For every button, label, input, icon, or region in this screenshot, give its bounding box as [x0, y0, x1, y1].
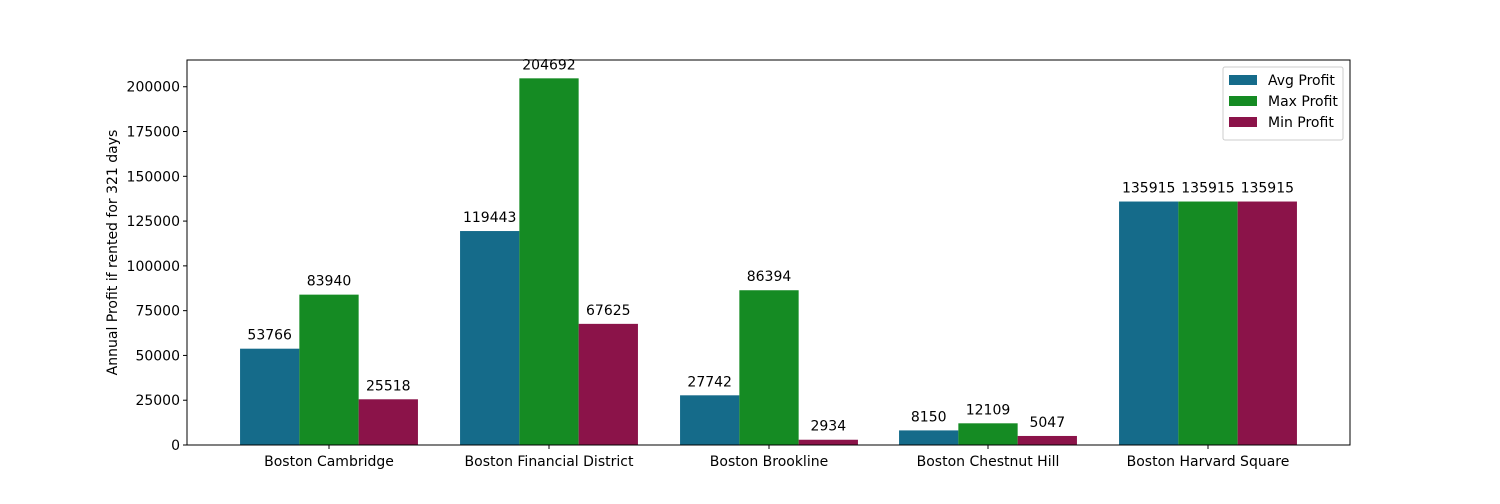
data-label: 53766 — [247, 328, 292, 344]
data-labels-layer: 53766 83940 25518 119443 204692 67625 27742 863… — [247, 57, 1294, 434]
x-tick-label: Boston Cambridge — [264, 454, 394, 470]
bar-avg-profit-5 — [1119, 201, 1179, 445]
bar-avg-profit-1 — [240, 348, 300, 445]
bars-layer — [240, 78, 1297, 445]
x-tick-label: Boston Harvard Square — [1127, 454, 1290, 470]
data-label: 135915 — [1122, 181, 1175, 197]
x-tick-label: Boston Brookline — [710, 454, 828, 470]
data-label: 2934 — [810, 419, 846, 435]
bar-max-profit-3 — [739, 290, 799, 445]
legend-label: Avg Profit — [1268, 73, 1335, 89]
bar-min-profit-5 — [1237, 201, 1297, 445]
y-tick-label: 125000 — [127, 214, 180, 230]
data-label: 8150 — [911, 409, 947, 425]
y-tick-label: 100000 — [127, 259, 180, 275]
x-tick-label: Boston Chestnut Hill — [917, 454, 1060, 470]
bar-min-profit-2 — [578, 323, 638, 445]
x-tick-label: Boston Financial District — [465, 454, 634, 470]
bar-min-profit-4 — [1017, 435, 1077, 445]
y-tick-label: 200000 — [127, 80, 180, 96]
bar-avg-profit-4 — [899, 430, 959, 445]
bar-max-profit-2 — [519, 78, 579, 445]
legend-swatch — [1229, 75, 1257, 85]
bar-avg-profit-3 — [680, 395, 740, 445]
data-label: 119443 — [463, 210, 516, 226]
legend-label: Min Profit — [1268, 115, 1334, 131]
bar-max-profit-5 — [1178, 201, 1238, 445]
bar-max-profit-4 — [958, 423, 1018, 445]
legend-swatch — [1229, 117, 1257, 127]
data-label: 25518 — [366, 378, 411, 394]
bar-min-profit-1 — [358, 399, 418, 445]
y-axis: 0 25000 50000 75000 100000 125000 150000 175000… — [127, 80, 187, 454]
x-axis: Boston Cambridge Boston Financial Distric… — [264, 445, 1289, 470]
data-label: 135915 — [1241, 181, 1294, 197]
bar-min-profit-3 — [798, 439, 858, 445]
data-label: 135915 — [1181, 181, 1234, 197]
legend: Avg Profit Max Profit Min Profit — [1222, 66, 1344, 141]
data-label: 5047 — [1029, 415, 1065, 431]
y-tick-label: 0 — [171, 438, 180, 454]
data-label: 83940 — [307, 274, 352, 290]
y-tick-label: 150000 — [127, 169, 180, 185]
data-label: 204692 — [522, 57, 575, 73]
legend-swatch — [1229, 96, 1257, 106]
data-label: 67625 — [586, 303, 631, 319]
bar-avg-profit-2 — [460, 231, 520, 445]
y-tick-label: 75000 — [135, 304, 180, 320]
data-label: 86394 — [747, 269, 792, 285]
bar-max-profit-1 — [299, 294, 359, 445]
data-label: 27742 — [687, 374, 732, 390]
y-tick-label: 25000 — [135, 393, 180, 409]
y-tick-label: 175000 — [127, 125, 180, 141]
data-label: 12109 — [966, 402, 1011, 418]
y-tick-label: 50000 — [135, 348, 180, 364]
y-axis-label: Annual Profit if rented for 321 days — [105, 130, 121, 376]
legend-label: Max Profit — [1268, 94, 1338, 110]
